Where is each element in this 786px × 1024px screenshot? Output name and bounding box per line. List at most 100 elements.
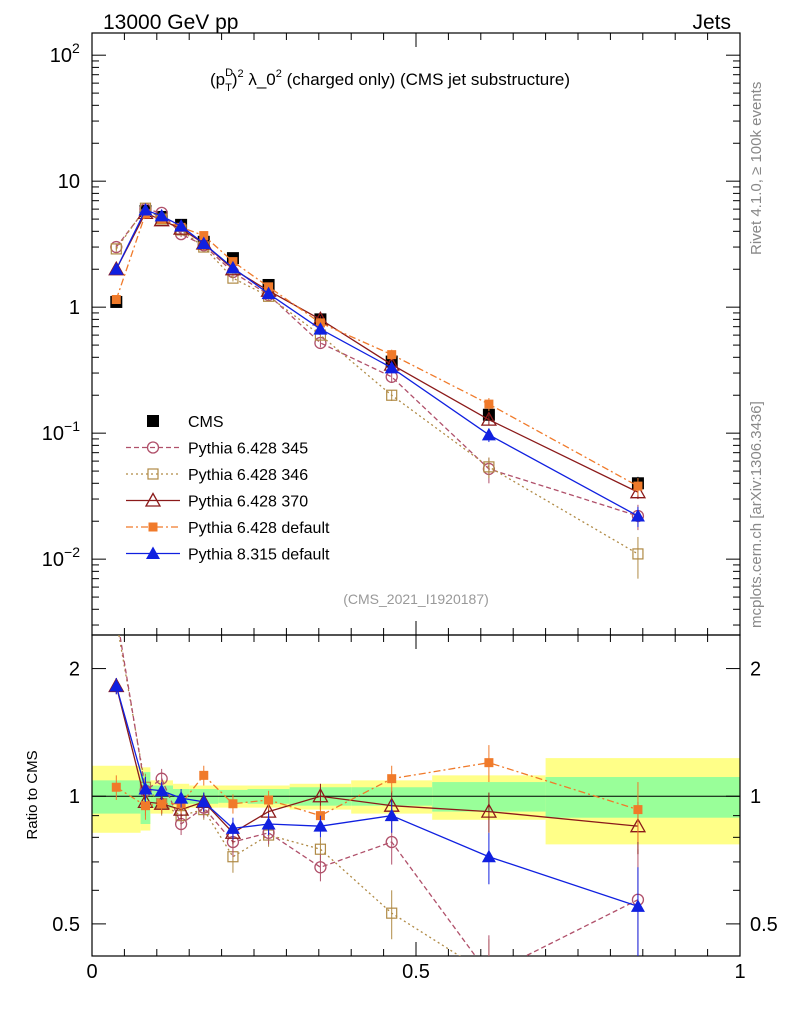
y-tick-label: 1 <box>69 297 80 319</box>
ratio-point-p370 <box>480 803 498 818</box>
series-line-p346 <box>115 207 639 555</box>
point-p8def <box>384 360 399 374</box>
x-tick-label: 1 <box>734 961 745 983</box>
point-p8def <box>481 427 496 441</box>
ratio-point-p8def <box>261 817 276 830</box>
ratio-point-p6def <box>228 799 238 809</box>
ratio-point-p346 <box>386 907 398 919</box>
y-tick-base: 10 <box>50 45 72 67</box>
ratio-axis-ticks: 0.5 0.5 1 1 2 2 0 0.5 1 <box>52 635 778 983</box>
ratio-series-p6def <box>111 745 643 842</box>
ratio-y-tick-label-left: 0.5 <box>52 914 80 936</box>
point-p6def <box>199 231 209 241</box>
legend-marker-p8def <box>146 546 160 559</box>
ratio-point-p6def <box>633 805 643 815</box>
point-p8def <box>196 236 211 250</box>
ratio-point-p8def <box>154 783 169 797</box>
ratio-series-p8def <box>109 678 645 956</box>
point-p6def <box>484 399 494 409</box>
ratio-point-p8def <box>196 794 211 808</box>
legend-marker-p345 <box>146 441 160 454</box>
y-tick-label: 10 <box>58 171 80 193</box>
x-tick-label: 0 <box>86 961 97 983</box>
ratio-point-p345 <box>314 861 327 874</box>
point-p8def <box>138 203 153 216</box>
title-sup-d: D <box>225 67 233 79</box>
ratio-point-p8def <box>481 849 496 863</box>
main-plot-frame <box>91 32 741 636</box>
ratio-point-p6def <box>484 758 494 768</box>
point-p6def <box>387 350 397 360</box>
title-lambda: λ_0 <box>244 70 276 89</box>
point-p8def <box>154 208 169 222</box>
point-p8def <box>109 262 124 275</box>
side-label-mcplots: mcplots.cern.ch [arXiv:1306.3436] <box>748 401 765 628</box>
x-tick-label: 0.5 <box>402 961 430 983</box>
side-label-rivet: Rivet 4.1.0, ≥ 100k events <box>748 82 765 255</box>
ratio-line-p6def <box>115 761 639 817</box>
ratio-point-p8def <box>174 791 189 804</box>
y-tick-label: 10−1 <box>42 418 80 445</box>
y-tick-label: 102 <box>50 40 80 67</box>
y-tick-base: 10 <box>42 423 64 445</box>
band-inner <box>545 777 740 818</box>
legend-item-p345: Pythia 6.428 345 <box>126 441 308 458</box>
legend-item-p346: Pythia 6.428 346 <box>126 467 308 484</box>
point-p8def <box>225 260 240 274</box>
y-tick-exp: 2 <box>72 40 80 56</box>
ratio-bands <box>92 758 740 845</box>
point-p6def <box>111 295 121 305</box>
legend-label: CMS <box>188 414 224 431</box>
ratio-point-p8def <box>225 821 240 834</box>
title-close: ) <box>232 70 238 89</box>
title-sub-t: T <box>225 82 232 94</box>
point-p346 <box>110 243 122 255</box>
ratio-point-p6def <box>199 770 209 780</box>
point-p8def <box>630 509 645 522</box>
ratio-point-p8def <box>138 782 153 795</box>
legend-marker-p346 <box>147 468 159 480</box>
ratio-point-p345 <box>385 835 398 849</box>
legend-label: Pythia 6.428 346 <box>188 467 308 484</box>
legend-item-cms: CMS <box>147 414 224 431</box>
ratio-y-label: Ratio to CMS <box>24 750 41 839</box>
ratio-y-tick-label-right: 0.5 <box>750 914 778 936</box>
point-p346 <box>386 389 398 401</box>
ratio-point-p8def <box>109 678 124 692</box>
ratio-point-p370 <box>312 787 329 803</box>
ratio-point-p6def <box>387 774 397 784</box>
ratio-point-p6def <box>264 795 274 805</box>
legend-label: Pythia 6.428 345 <box>188 441 308 458</box>
ratio-point-p8def <box>630 899 645 912</box>
ratio-point-p8def <box>384 808 399 822</box>
ratio-point-p6def <box>140 801 150 811</box>
legend-item-p370: Pythia 6.428 370 <box>126 492 308 511</box>
ratio-y-tick-label-left: 2 <box>69 659 80 681</box>
plot-title: (pD T)2 λ_02 (charged only) (CMS jet subs… <box>210 67 570 94</box>
legend-label: Pythia 8.315 default <box>188 547 330 564</box>
legend-marker-p6def <box>148 522 158 532</box>
ratio-point-p370 <box>172 801 190 816</box>
point-p6def <box>633 481 643 491</box>
ratio-y-tick-label-right: 2 <box>750 659 761 681</box>
title-p: (p <box>210 70 225 89</box>
ratio-point-p6def <box>157 799 167 809</box>
y-tick-label: 10−2 <box>42 544 80 571</box>
ratio-y-tick-label-right: 1 <box>750 786 761 808</box>
point-p346 <box>483 461 495 473</box>
title-sup-2: 2 <box>237 68 243 80</box>
point-p346 <box>632 548 644 560</box>
legend-label: Pythia 6.428 default <box>188 520 330 537</box>
y-tick-base: 10 <box>42 549 64 571</box>
point-p8def <box>261 286 276 300</box>
legend-marker-p370 <box>144 492 162 507</box>
ratio-point-p6def <box>111 782 121 792</box>
point-p8def <box>313 322 328 335</box>
legend-item-p6def: Pythia 6.428 default <box>126 520 330 537</box>
ratio-y-tick-label-left: 1 <box>69 786 80 808</box>
header-left: 13000 GeV pp <box>103 11 238 34</box>
header-right: Jets <box>692 11 731 34</box>
series-p8def <box>109 203 645 527</box>
